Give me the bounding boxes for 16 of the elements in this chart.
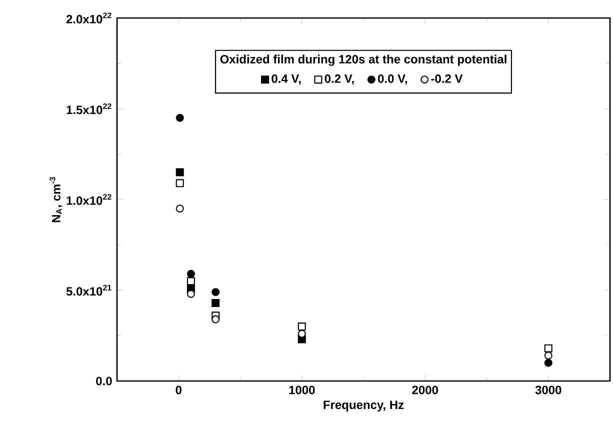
y-tick-label: 2.0x10$^{22}$ [66, 12, 112, 24]
x-tick-label: 3000 [535, 386, 562, 394]
x-axis-title: Frequency, Hz [324, 400, 404, 412]
legend-label: -0.2 V [431, 74, 463, 83]
x-tick-label: 0 [176, 386, 182, 394]
y-tick-label: 0.0 [96, 376, 112, 386]
y-tick-label: 5.0x10$^{21}$ [66, 284, 112, 296]
y-tick-label: 1.5x10$^{22}$ [66, 103, 112, 114]
y-axis-title: N$_{A}$, cm$^{-3}$ [50, 177, 62, 222]
legend-label: 0.0 V, [378, 74, 408, 85]
y-tick-label: 1.0x10$^{22}$ [66, 194, 112, 205]
legend-title: Oxidized film during 120s at the constant potential [220, 54, 506, 66]
legend-label: 0.2 V, [324, 74, 354, 85]
x-tick-label: 2000 [412, 386, 438, 394]
x-tick-label: 1000 [289, 386, 315, 394]
legend-label: 0.4 V, [272, 74, 301, 85]
